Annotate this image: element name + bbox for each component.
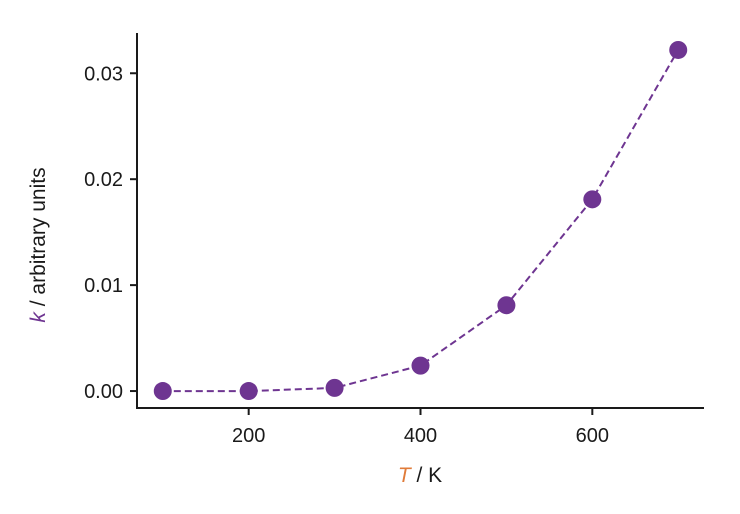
data-point [325, 378, 344, 397]
y-axis-unit: / arbitrary units [27, 167, 50, 312]
x-axis-symbol: T [398, 464, 413, 487]
y-tick-label: 0.01 [84, 275, 123, 297]
data-point [239, 382, 258, 401]
data-point [583, 190, 602, 209]
y-axis-label: k / arbitrary units [27, 167, 50, 322]
data-point [669, 40, 688, 59]
y-axis-symbol: k [27, 311, 50, 323]
x-ticks: 200 400 600 [232, 408, 609, 447]
y-tick-label: 0.03 [84, 63, 123, 85]
x-tick-label: 400 [404, 425, 437, 447]
series-line [162, 49, 680, 393]
data-point [153, 382, 172, 401]
x-axis-unit: / K [411, 464, 443, 487]
x-tick-label: 600 [576, 425, 609, 447]
series-layer [153, 40, 688, 401]
y-tick-label: 0.00 [84, 381, 123, 403]
data-point [411, 356, 430, 375]
x-tick-label: 200 [232, 425, 265, 447]
y-tick-label: 0.02 [84, 169, 123, 191]
data-point [497, 296, 516, 315]
y-ticks: 0.00 0.01 0.02 0.03 [84, 63, 137, 403]
x-axis-label: T / K [398, 464, 442, 487]
